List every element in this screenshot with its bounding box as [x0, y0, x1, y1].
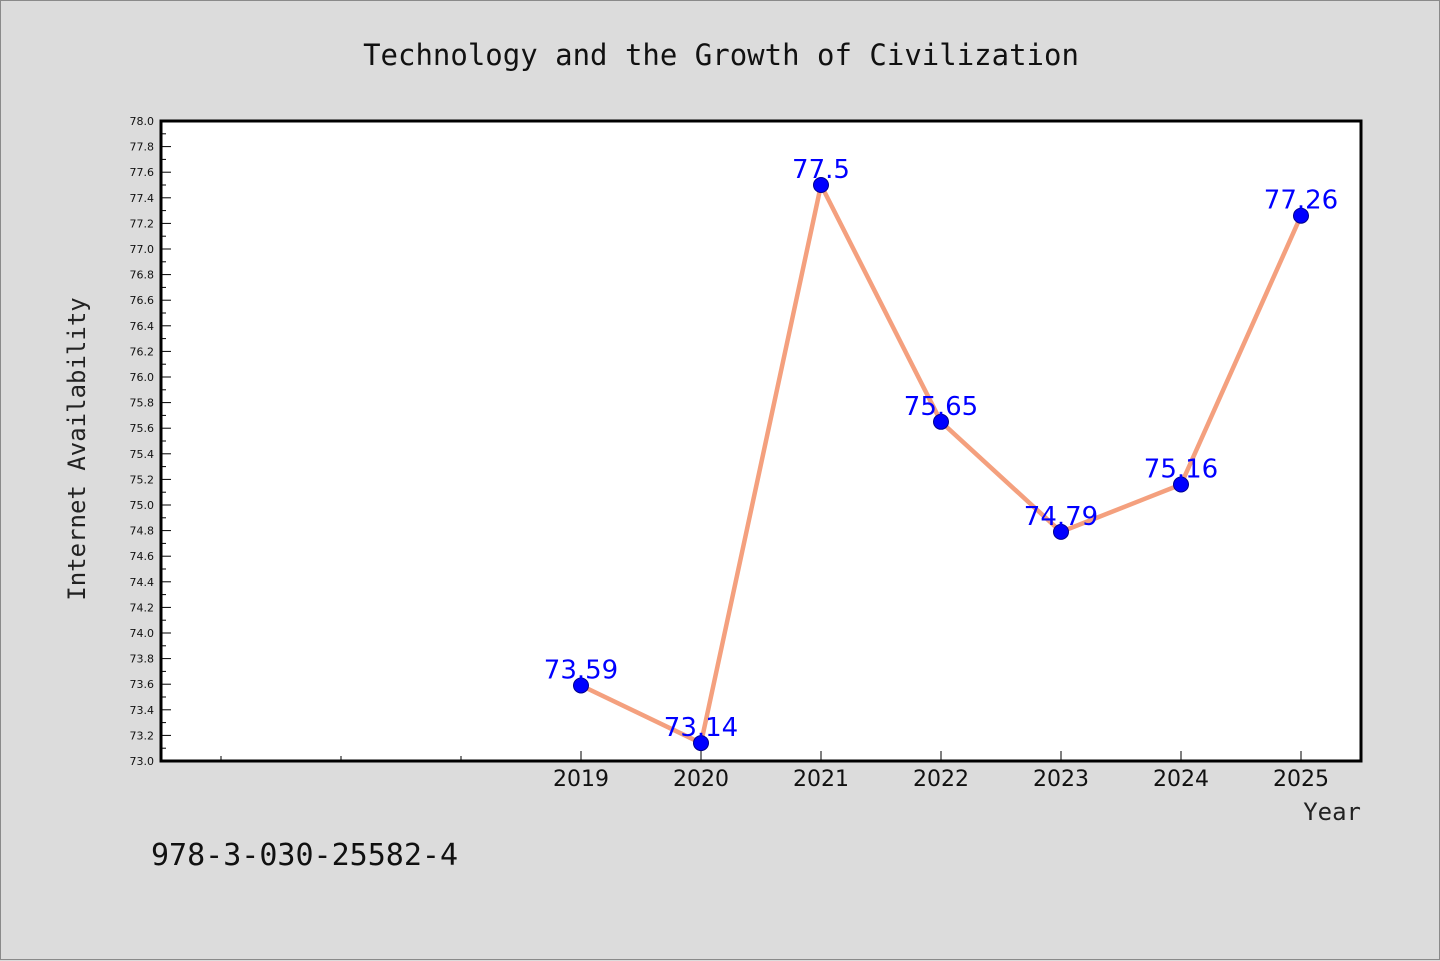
y-axis: 73.0 73.2 73.4 73.6 73.8 74.0 74.2 74.4 74.6 74.8…	[130, 115, 171, 768]
y-tick-label: 78.0	[130, 115, 155, 128]
y-tick-label: 77.6	[130, 166, 155, 179]
data-label: 75.65	[904, 392, 978, 422]
y-tick-label: 77.8	[130, 141, 155, 154]
y-tick-label: 75.0	[130, 499, 155, 512]
y-tick-label: 75.4	[130, 448, 155, 461]
y-tick-label: 75.2	[130, 473, 155, 486]
y-tick-label: 74.6	[130, 550, 155, 563]
x-axis: 2019 2020 2021 2022 2023 2024 2025	[220, 751, 1329, 792]
x-tick-label: 2021	[793, 767, 849, 792]
y-tick-label: 76.4	[130, 320, 155, 333]
y-tick-label: 77.0	[130, 243, 155, 256]
x-tick-label: 2023	[1033, 767, 1089, 792]
y-tick-label: 73.6	[130, 678, 155, 691]
data-point	[1173, 476, 1189, 493]
data-label: 73.59	[544, 655, 618, 685]
data-point	[813, 177, 829, 193]
data-point	[933, 413, 949, 430]
data-label: 77.5	[792, 155, 850, 185]
y-tick-label: 73.0	[130, 755, 155, 768]
y-tick-label: 73.4	[130, 704, 155, 717]
y-tick-label: 76.8	[130, 269, 155, 282]
y-tick-label: 73.8	[130, 653, 155, 666]
y-tick-label: 77.4	[130, 192, 155, 205]
data-point	[1293, 207, 1309, 224]
plot-area	[159, 119, 1363, 763]
data-label: 75.16	[1144, 455, 1218, 485]
x-tick-label: 2020	[673, 767, 729, 792]
y-tick-label: 74.4	[130, 576, 155, 589]
data-point	[693, 735, 709, 752]
y-tick-label: 75.8	[130, 397, 155, 410]
data-label: 74.79	[1024, 502, 1098, 532]
data-point	[573, 677, 589, 694]
x-tick-label: 2022	[913, 767, 969, 792]
y-tick-label: 77.2	[130, 217, 155, 230]
y-tick-label: 76.6	[130, 294, 155, 307]
series-line-group: 73.59 73.14 77.5 75.65 74.79 75.16 77.26	[544, 155, 1338, 752]
x-axis-label: Year	[1303, 798, 1361, 826]
x-tick-label: 2019	[553, 767, 609, 792]
data-label: 77.26	[1264, 186, 1338, 216]
y-tick-label: 76.0	[130, 371, 155, 384]
x-tick-label: 2024	[1153, 767, 1209, 792]
y-tick-label: 74.8	[130, 525, 155, 538]
x-tick-label: 2025	[1273, 767, 1329, 792]
y-tick-label: 74.0	[130, 627, 155, 640]
y-tick-label: 74.2	[130, 601, 155, 614]
y-axis-label: Internet Availability	[63, 297, 91, 600]
y-tick-label: 76.2	[130, 345, 155, 358]
data-point	[1053, 523, 1069, 540]
y-tick-label: 73.2	[130, 729, 155, 742]
data-label: 73.14	[664, 713, 738, 743]
footer-code: 978-3-030-25582-4	[151, 838, 458, 873]
chart-title: Technology and the Growth of Civilizatio…	[363, 38, 1079, 72]
y-tick-label: 75.6	[130, 422, 155, 435]
